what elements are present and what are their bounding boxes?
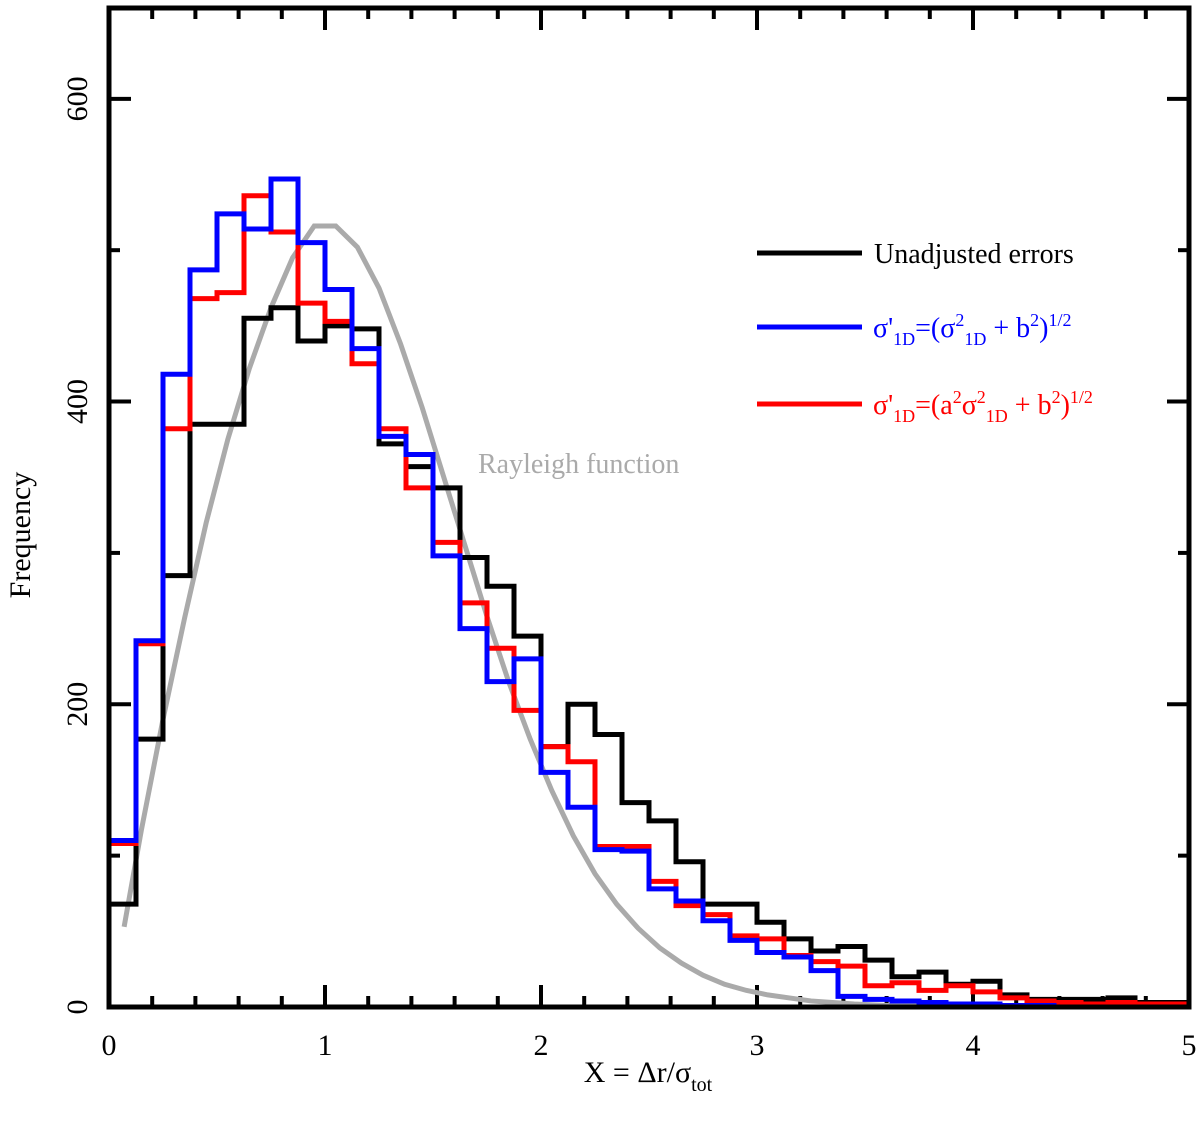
x-tick-label: 0 <box>102 1029 117 1062</box>
x-axis-label: X = Δr/σtot <box>584 1056 713 1096</box>
legend: Unadjusted errors σ'1D=(σ21D + b2)1/2 σ'… <box>757 239 1093 426</box>
x-tick-label: 2 <box>534 1029 549 1062</box>
y-axis-label: Frequency <box>4 472 37 599</box>
y-tick-label: 400 <box>61 379 94 424</box>
x-axis-label-sub: tot <box>691 1074 713 1096</box>
series-unadjusted <box>106 305 1189 1007</box>
legend-label-blue: σ'1D=(σ21D + b2)1/2 <box>873 310 1072 349</box>
legend-label-unadjusted: Unadjusted errors <box>874 239 1074 270</box>
y-tick-label: 600 <box>61 76 94 121</box>
series-red <box>106 193 1189 1007</box>
y-tick-label: 0 <box>61 1000 94 1015</box>
rayleigh-annotation: Rayleigh function <box>478 449 679 480</box>
x-tick-label: 3 <box>750 1029 765 1062</box>
x-axis-label-main: X = Δr/σ <box>584 1056 691 1089</box>
x-tick-label: 1 <box>318 1029 333 1062</box>
y-axis-title: Frequency <box>4 472 37 599</box>
x-tick-label: 5 <box>1182 1029 1197 1062</box>
series-rayleigh <box>121 223 1189 1010</box>
plot-frame <box>106 5 1192 1010</box>
tick-labels: 0 1 2 3 4 5 0 200 400 600 <box>61 76 1197 1062</box>
y-tick-label: 200 <box>61 682 94 727</box>
x-tick-label: 4 <box>966 1029 981 1062</box>
legend-label-red: σ'1D=(a2σ21D + b2)1/2 <box>873 387 1093 426</box>
series-layer <box>106 176 1189 1010</box>
series-blue <box>106 176 1189 1010</box>
